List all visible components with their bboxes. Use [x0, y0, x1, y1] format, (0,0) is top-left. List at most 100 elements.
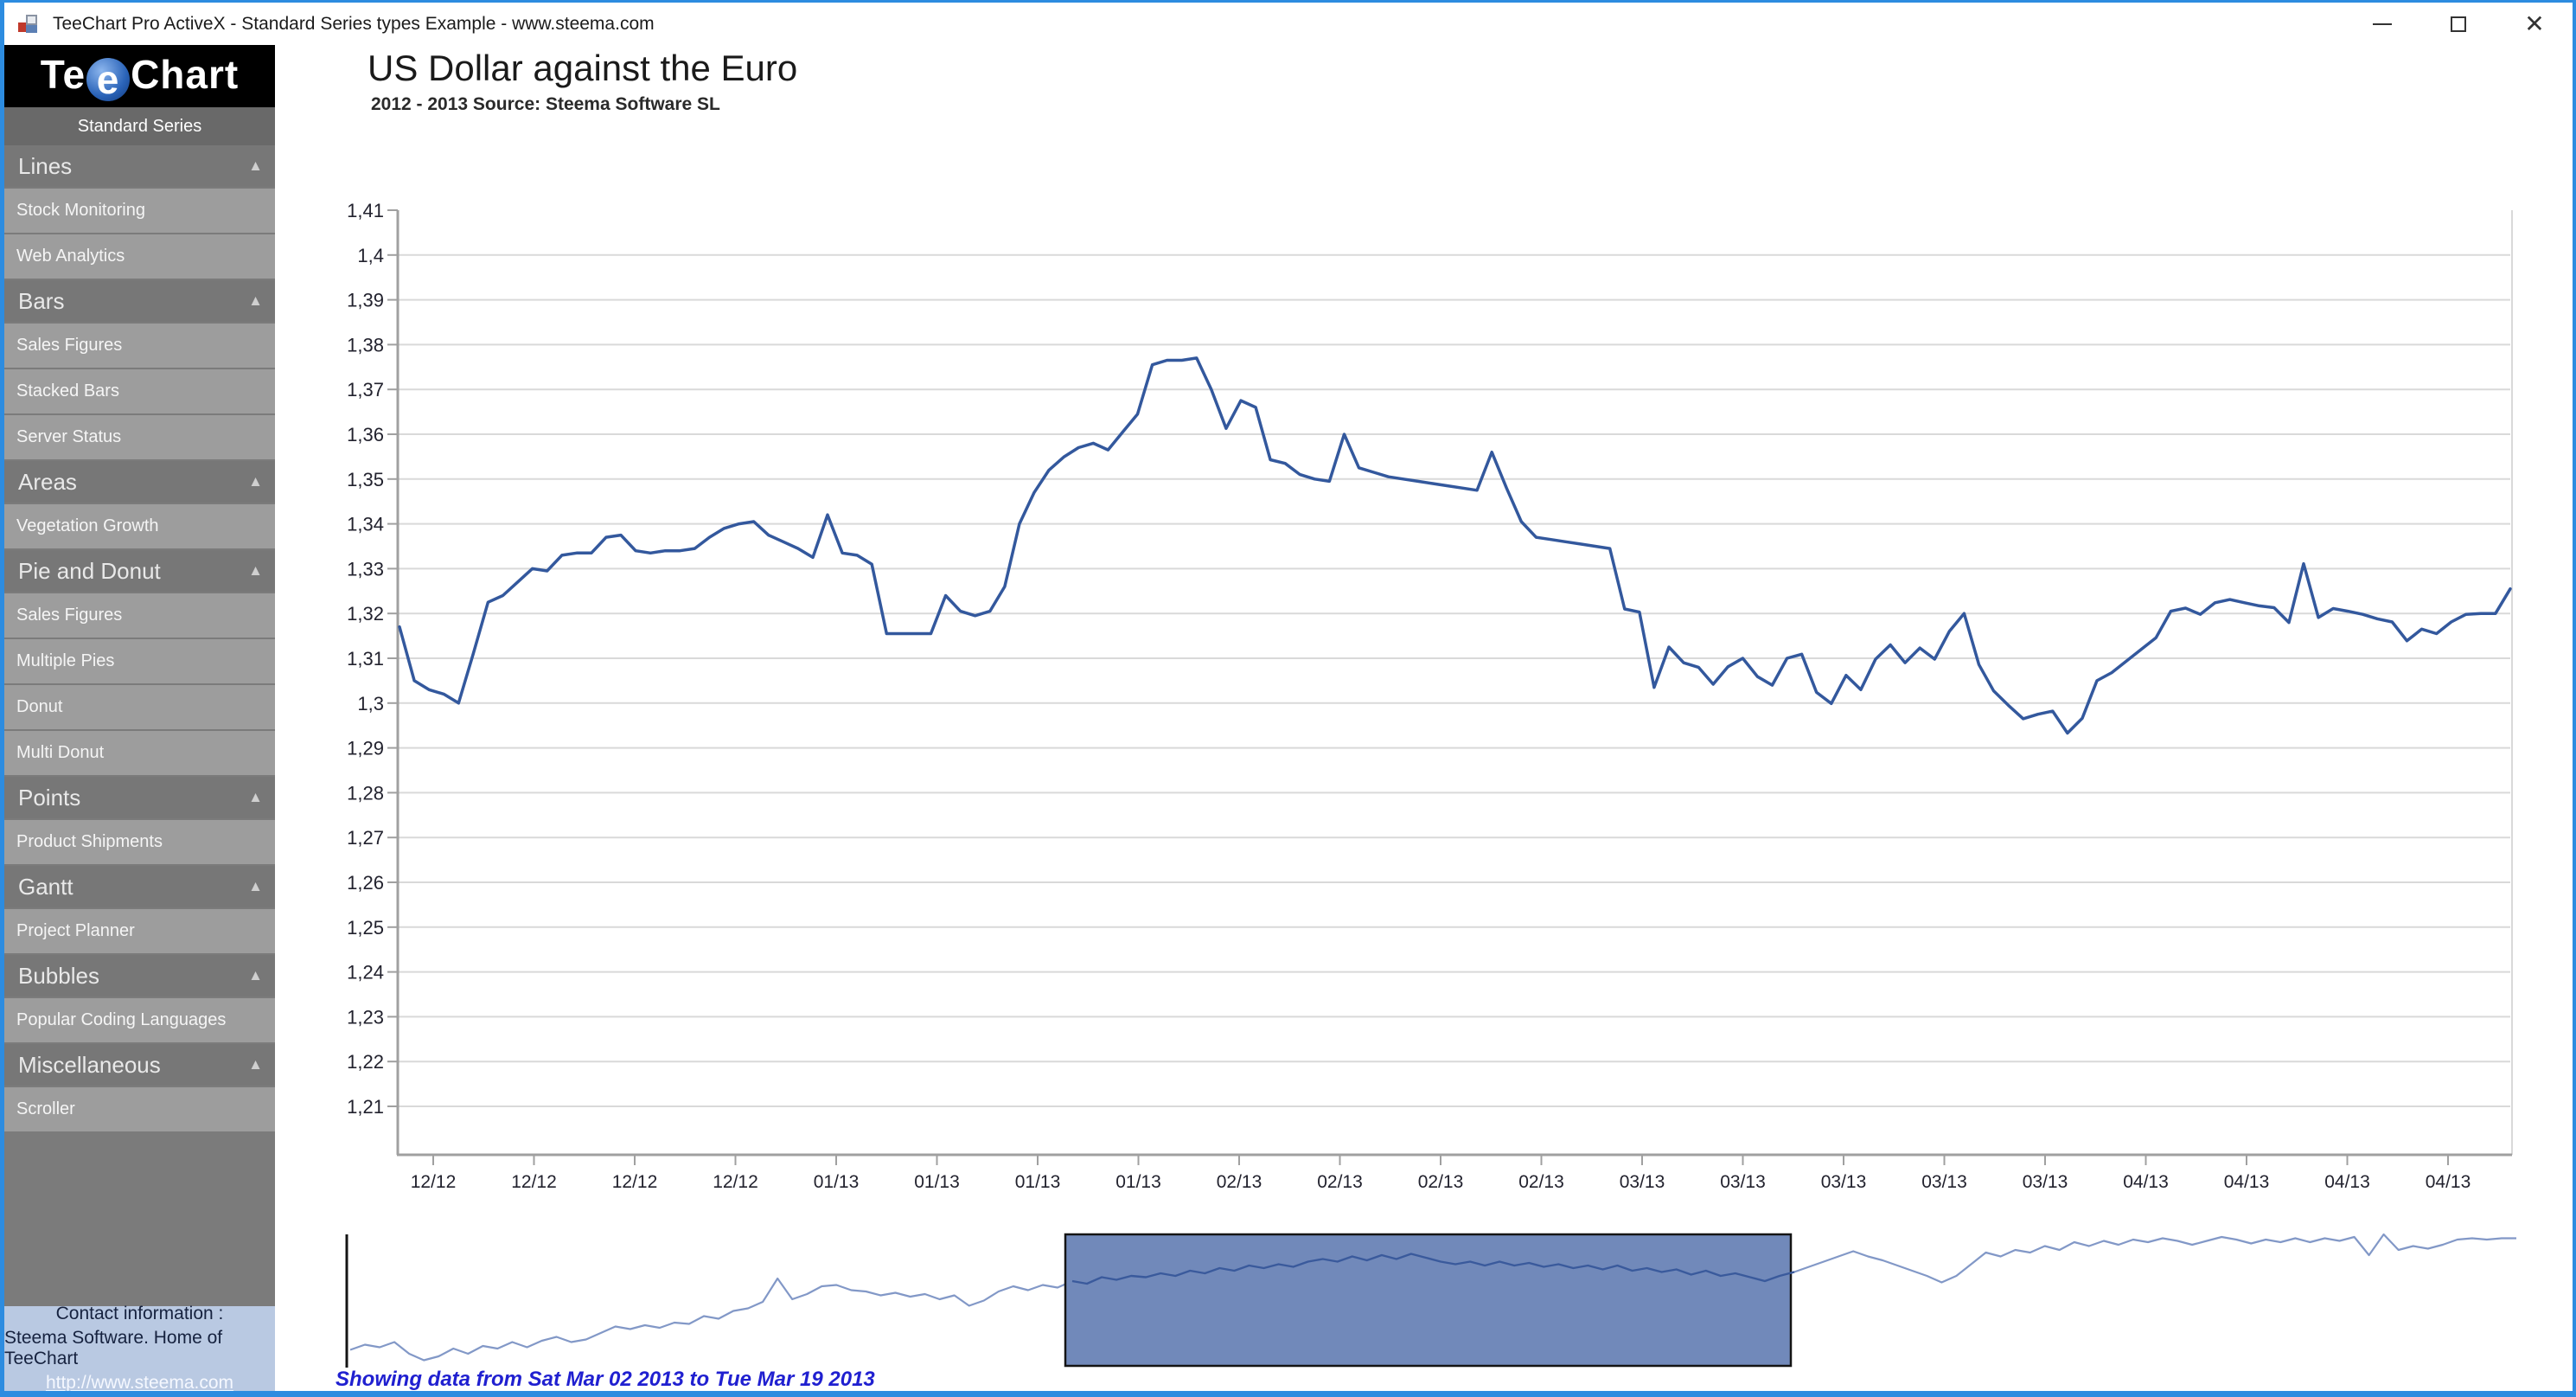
contact-company: Steema Software. Home of TeeChart — [4, 1328, 223, 1368]
sidebar-section-lines[interactable]: Lines ▲ — [4, 145, 275, 187]
page-title: US Dollar against the Euro — [368, 48, 798, 88]
collapse-arrow-icon: ▲ — [248, 878, 263, 894]
app-icon — [18, 14, 39, 35]
y-axis-label: 1,4 — [357, 245, 384, 266]
x-axis-label: 04/13 — [2123, 1172, 2169, 1192]
sidebar-item-web-analytics[interactable]: Web Analytics — [4, 234, 275, 279]
y-axis-label: 1,37 — [347, 379, 384, 401]
section-label: Miscellaneous — [18, 1051, 161, 1078]
sidebar-item-multiple-pies[interactable]: Multiple Pies — [4, 639, 275, 683]
minimize-icon — [2373, 22, 2392, 25]
steema-link[interactable]: http://www.steema.com — [45, 1373, 234, 1393]
close-button[interactable]: ✕ — [2496, 3, 2573, 45]
maximize-button[interactable] — [2420, 3, 2496, 45]
y-axis-label: 1,34 — [347, 514, 384, 535]
section-label: Pie and Donut — [18, 557, 161, 584]
contact-panel: Contact information : Steema Software. H… — [4, 1304, 275, 1393]
section-label: Gantt — [18, 873, 74, 900]
sidebar-item-popular-coding-languages[interactable]: Popular Coding Languages — [4, 998, 275, 1042]
titlebar: TeeChart Pro ActiveX - Standard Series t… — [4, 3, 2573, 45]
sidebar-item-server-status[interactable]: Server Status — [4, 415, 275, 459]
sidebar-section-bars[interactable]: Bars ▲ — [4, 280, 275, 322]
x-axis-label: 12/12 — [713, 1172, 758, 1192]
page-subtitle: 2012 - 2013 Source: Steema Software SL — [371, 94, 720, 114]
section-label: Points — [18, 784, 81, 811]
y-axis-label: 1,41 — [347, 200, 384, 221]
sidebar-item-sales-figures[interactable]: Sales Figures — [4, 593, 275, 638]
x-axis-label: 02/13 — [1317, 1172, 1363, 1192]
sidebar-item-scroller[interactable]: Scroller — [4, 1087, 275, 1131]
collapse-arrow-icon: ▲ — [248, 967, 263, 984]
scroller-selection-handle[interactable] — [1064, 1233, 1793, 1368]
y-axis-label: 1,24 — [347, 962, 384, 984]
x-axis-label: 02/13 — [1217, 1172, 1262, 1192]
sidebar-section-points[interactable]: Points ▲ — [4, 777, 275, 818]
y-axis-label: 1,25 — [347, 917, 384, 939]
x-axis-label: 12/12 — [511, 1172, 557, 1192]
y-axis-label: 1,38 — [347, 334, 384, 356]
sidebar-item-multi-donut[interactable]: Multi Donut — [4, 731, 275, 775]
collapse-arrow-icon: ▲ — [248, 292, 263, 309]
x-axis-label: 02/13 — [1418, 1172, 1464, 1192]
sidebar-item-project-planner[interactable]: Project Planner — [4, 909, 275, 953]
y-axis-label: 1,3 — [357, 693, 384, 715]
section-label: Areas — [18, 468, 77, 495]
x-axis-label: 01/13 — [1115, 1172, 1161, 1192]
x-axis-label: 01/13 — [1015, 1172, 1061, 1192]
x-axis-label: 01/13 — [914, 1172, 960, 1192]
x-axis-label: 04/13 — [2426, 1172, 2471, 1192]
y-axis-label: 1,27 — [347, 827, 384, 849]
x-axis-label: 02/13 — [1518, 1172, 1564, 1192]
section-label: Bubbles — [18, 962, 99, 989]
scroller-status-text: Showing data from Sat Mar 02 2013 to Tue… — [336, 1368, 875, 1391]
sidebar-section-gantt[interactable]: Gantt ▲ — [4, 866, 275, 907]
y-axis-label: 1,28 — [347, 782, 384, 804]
sidebar-item-donut[interactable]: Donut — [4, 685, 275, 729]
sidebar-item-sales-figures[interactable]: Sales Figures — [4, 324, 275, 368]
y-axis-label: 1,21 — [347, 1096, 384, 1118]
sidebar-item-stacked-bars[interactable]: Stacked Bars — [4, 369, 275, 413]
section-label: Lines — [18, 152, 73, 179]
x-axis-label: 12/12 — [612, 1172, 658, 1192]
logo-e-ring-icon: e — [86, 57, 131, 102]
collapse-arrow-icon: ▲ — [248, 562, 263, 579]
x-axis-label: 01/13 — [814, 1172, 860, 1192]
minimize-button[interactable] — [2344, 3, 2420, 45]
y-axis-label: 1,32 — [347, 603, 384, 625]
sidebar-section-miscellaneous[interactable]: Miscellaneous ▲ — [4, 1044, 275, 1086]
sidebar-item-stock-monitoring[interactable]: Stock Monitoring — [4, 189, 275, 233]
scroller-line-selected-segment — [1071, 1253, 1795, 1285]
x-axis-label: 04/13 — [2224, 1172, 2270, 1192]
main-line-series — [398, 356, 2512, 735]
sidebar-nav: Lines ▲ Stock Monitoring Web Analytics Bars ▲… — [4, 145, 275, 1133]
y-axis-label: 1,26 — [347, 872, 384, 894]
x-axis-label: 12/12 — [411, 1172, 457, 1192]
y-axis-label: 1,23 — [347, 1006, 384, 1028]
sidebar-item-vegetation-growth[interactable]: Vegetation Growth — [4, 504, 275, 548]
sidebar-section-bubbles[interactable]: Bubbles ▲ — [4, 955, 275, 996]
y-axis-label: 1,29 — [347, 738, 384, 759]
collapse-arrow-icon: ▲ — [248, 789, 263, 805]
x-axis-label: 03/13 — [1821, 1172, 1867, 1192]
sidebar-section-pie-and-donut[interactable]: Pie and Donut ▲ — [4, 550, 275, 592]
x-axis-label: 03/13 — [2023, 1172, 2068, 1192]
sidebar-section-areas[interactable]: Areas ▲ — [4, 461, 275, 503]
x-axis-label: 03/13 — [1720, 1172, 1766, 1192]
y-axis-label: 1,33 — [347, 558, 384, 580]
y-axis-label: 1,36 — [347, 424, 384, 445]
sidebar-filler — [4, 1133, 275, 1306]
contact-heading: Contact information : — [55, 1304, 224, 1323]
window-title: TeeChart Pro ActiveX - Standard Series t… — [53, 13, 655, 34]
series-band-label: Standard Series — [4, 107, 275, 145]
logo-text: Te e Chart — [40, 52, 240, 102]
sidebar: Te e Chart Standard Series Lines ▲ Stock Mon… — [4, 45, 275, 1391]
x-axis-label: 03/13 — [1620, 1172, 1665, 1192]
window-controls: ✕ — [2344, 3, 2573, 45]
y-axis-label: 1,31 — [347, 648, 384, 670]
main-chart-svg: 1,41 1,4 1,39 1,38 1,37 1,36 1,35 1,34 1,33 1,32 1… — [345, 200, 2516, 1368]
y-axis-label: 1,22 — [347, 1051, 384, 1073]
collapse-arrow-icon: ▲ — [248, 1056, 263, 1073]
sidebar-item-product-shipments[interactable]: Product Shipments — [4, 820, 275, 864]
collapse-arrow-icon: ▲ — [248, 157, 263, 174]
